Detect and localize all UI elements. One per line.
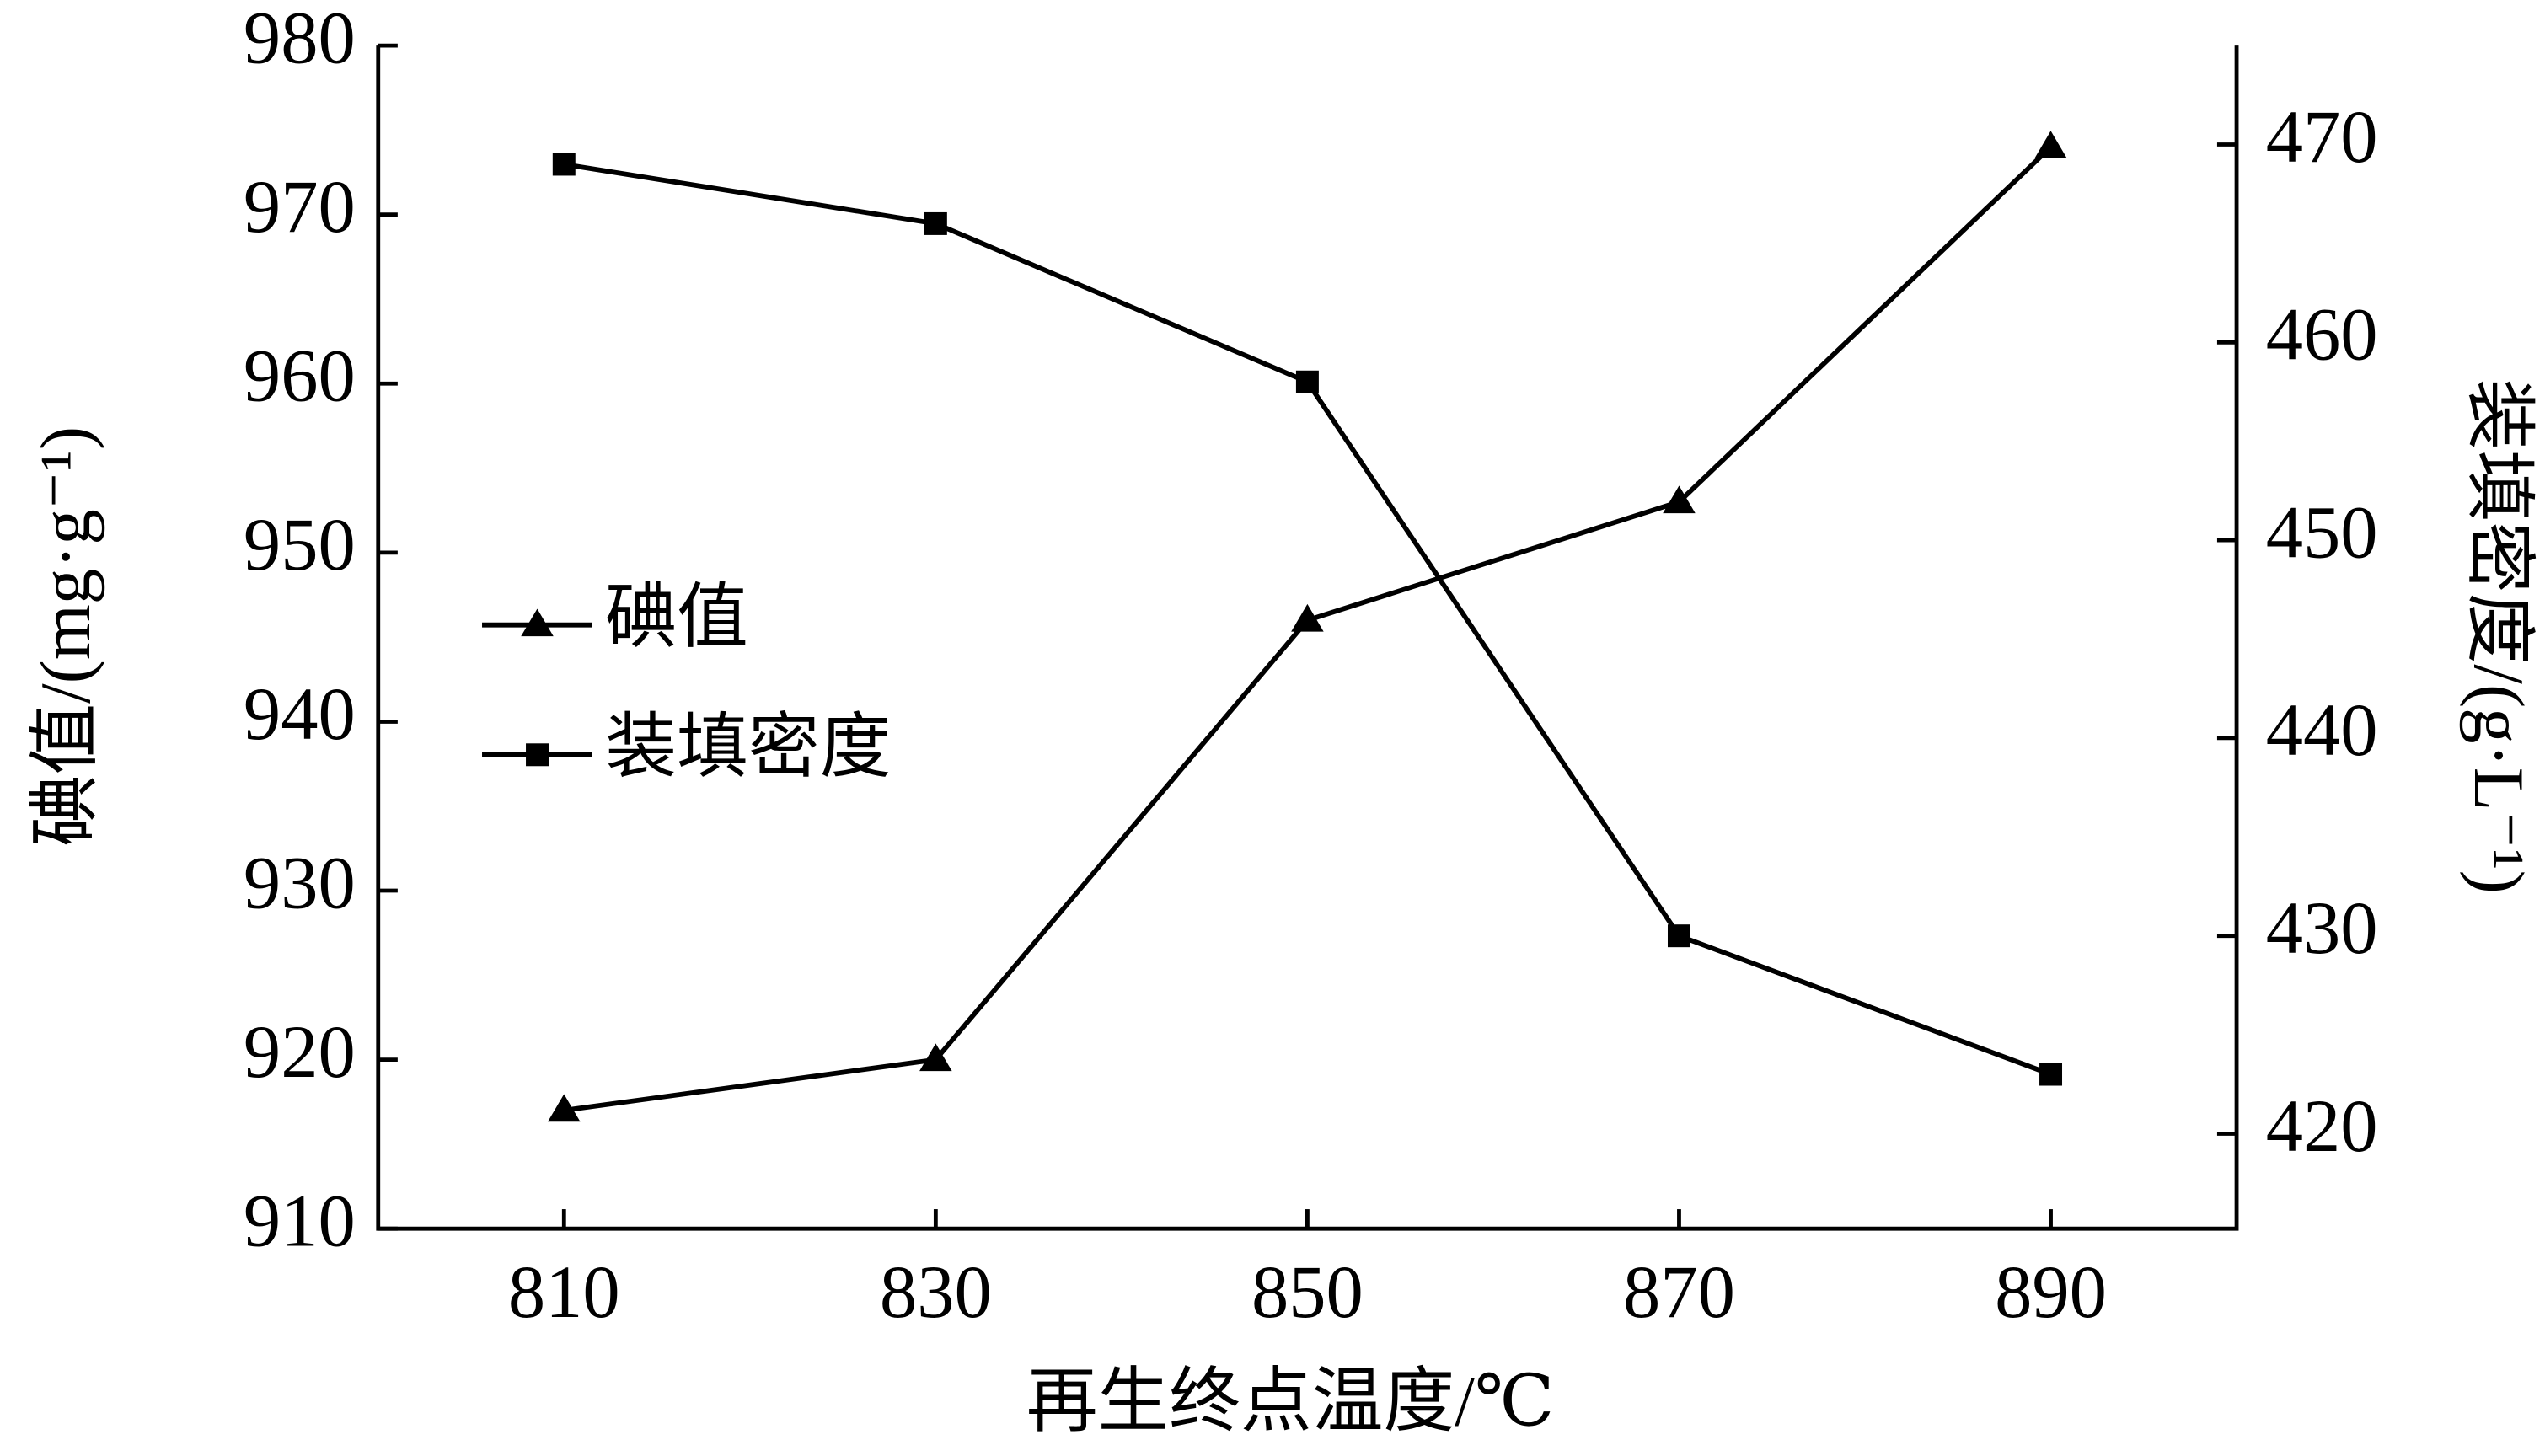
y-tick-label: 940	[244, 673, 356, 756]
square-marker	[552, 153, 576, 176]
square-marker	[1667, 924, 1690, 948]
square-marker	[2039, 1063, 2063, 1086]
y-tick-label: 980	[244, 0, 356, 79]
y2-tick-label: 440	[2266, 689, 2378, 772]
triangle-marker	[919, 1043, 952, 1072]
y2-tick-label: 450	[2266, 491, 2378, 574]
square-marker	[924, 211, 947, 235]
legend-label: 装填密度	[605, 708, 891, 787]
legend-marker	[521, 608, 554, 637]
triangle-marker	[548, 1094, 581, 1122]
x-tick-label: 830	[880, 1251, 992, 1334]
y2-axis-title: 装填密度/(g·L⁻¹)	[2459, 378, 2538, 893]
legend-label: 碘值	[605, 578, 747, 657]
y-tick-label: 910	[244, 1180, 356, 1263]
square-marker	[1295, 370, 1319, 393]
y2-tick-label: 430	[2266, 887, 2378, 970]
y2-tick-label: 470	[2266, 96, 2378, 179]
y-tick-label: 950	[244, 504, 356, 586]
x-axis-title: 再生终点温度/℃	[1026, 1362, 1555, 1441]
x-tick-label: 890	[1995, 1251, 2107, 1334]
y2-tick-label: 460	[2266, 294, 2378, 377]
x-tick-label: 870	[1623, 1251, 1735, 1334]
y2-tick-label: 420	[2266, 1085, 2378, 1168]
y-tick-label: 970	[244, 166, 356, 249]
triangle-marker	[2034, 131, 2067, 158]
y-axis-title: 碘值/(mg·g⁻¹)	[26, 426, 105, 846]
y-tick-label: 960	[244, 335, 356, 418]
y-tick-label: 920	[244, 1011, 356, 1094]
x-tick-label: 850	[1251, 1251, 1364, 1334]
triangle-marker	[1291, 603, 1324, 632]
legend-marker	[526, 743, 549, 767]
x-tick-label: 810	[508, 1251, 620, 1334]
triangle-marker	[1663, 485, 1696, 514]
y-tick-label: 930	[244, 842, 356, 924]
